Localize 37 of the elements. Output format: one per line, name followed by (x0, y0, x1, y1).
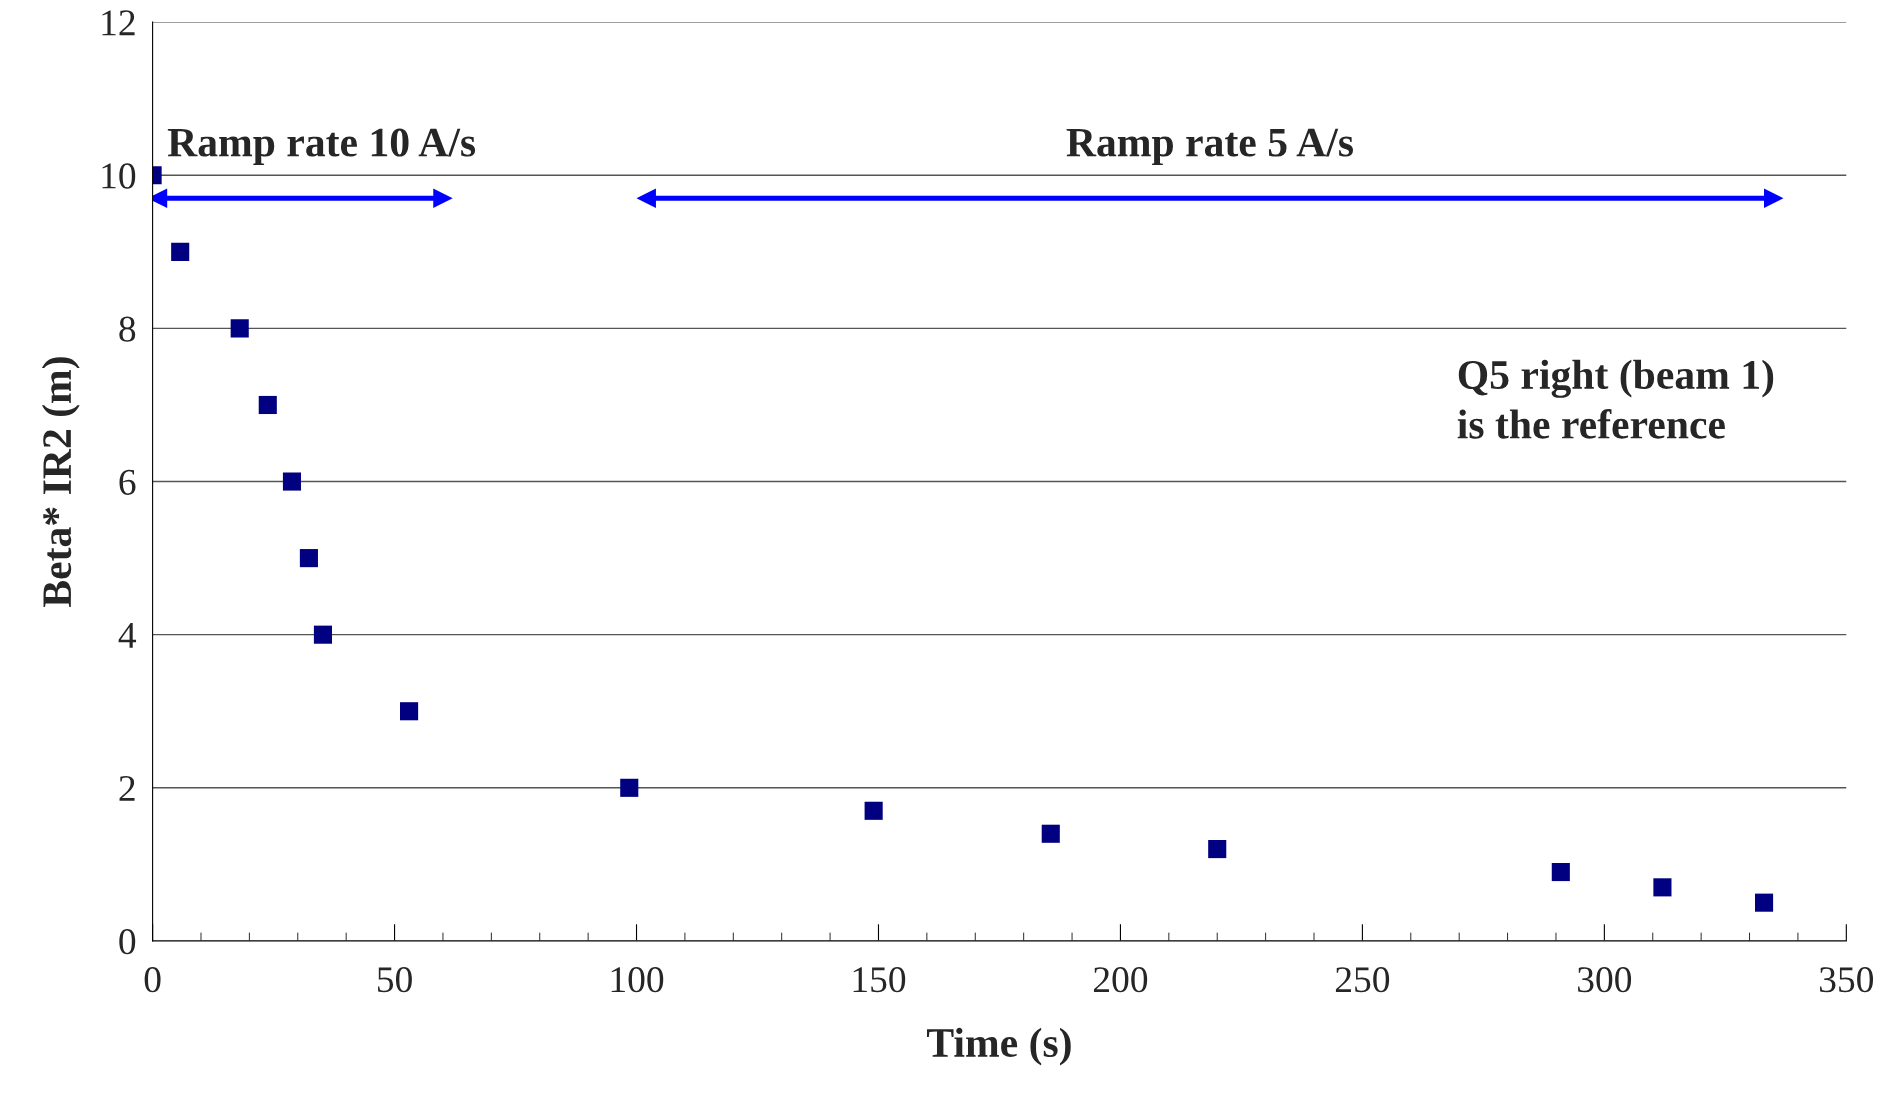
point (864, 801, 883, 820)
point (620, 778, 639, 797)
y-tick-label: 0 (119, 929, 136, 955)
x-tick-label: 50 (377, 967, 412, 993)
point (171, 242, 190, 261)
point (1551, 862, 1570, 882)
point (1208, 840, 1227, 859)
annotation: Ramp rate 10 A/s (167, 128, 476, 166)
point (1653, 878, 1672, 897)
point (400, 702, 419, 721)
point (282, 472, 302, 491)
point (313, 625, 332, 644)
point (1764, 188, 1784, 208)
x-tick-label: 350 (1819, 967, 1874, 993)
annotation: Q5 right (beam 1) is the reference (1457, 359, 1774, 439)
x-axis-title: Time (s) (927, 1027, 1071, 1066)
point (1041, 824, 1060, 843)
point (433, 188, 453, 208)
y-tick-label: 4 (118, 623, 137, 648)
point (230, 319, 249, 338)
y-tick-label: 6 (119, 469, 136, 495)
point (1755, 893, 1774, 912)
x-tick-label: 300 (1578, 967, 1632, 993)
y-tick-label: 12 (102, 10, 135, 36)
x-tick-label: 250 (1335, 967, 1390, 993)
annotation: Ramp rate 5 A/s (1066, 128, 1354, 166)
y-tick-label: 2 (119, 775, 135, 801)
point (636, 188, 656, 208)
y-axis-title: Beta* IR2 (m) (41, 357, 80, 607)
y-tick-label: 8 (119, 316, 136, 342)
x-tick-label: 0 (144, 967, 161, 993)
point (258, 395, 277, 415)
x-tick-label: 200 (1093, 967, 1148, 993)
y-tick-label: 10 (102, 163, 136, 189)
point (299, 549, 318, 568)
x-tick-label: 100 (611, 967, 664, 993)
x-tick-label: 150 (853, 967, 906, 993)
